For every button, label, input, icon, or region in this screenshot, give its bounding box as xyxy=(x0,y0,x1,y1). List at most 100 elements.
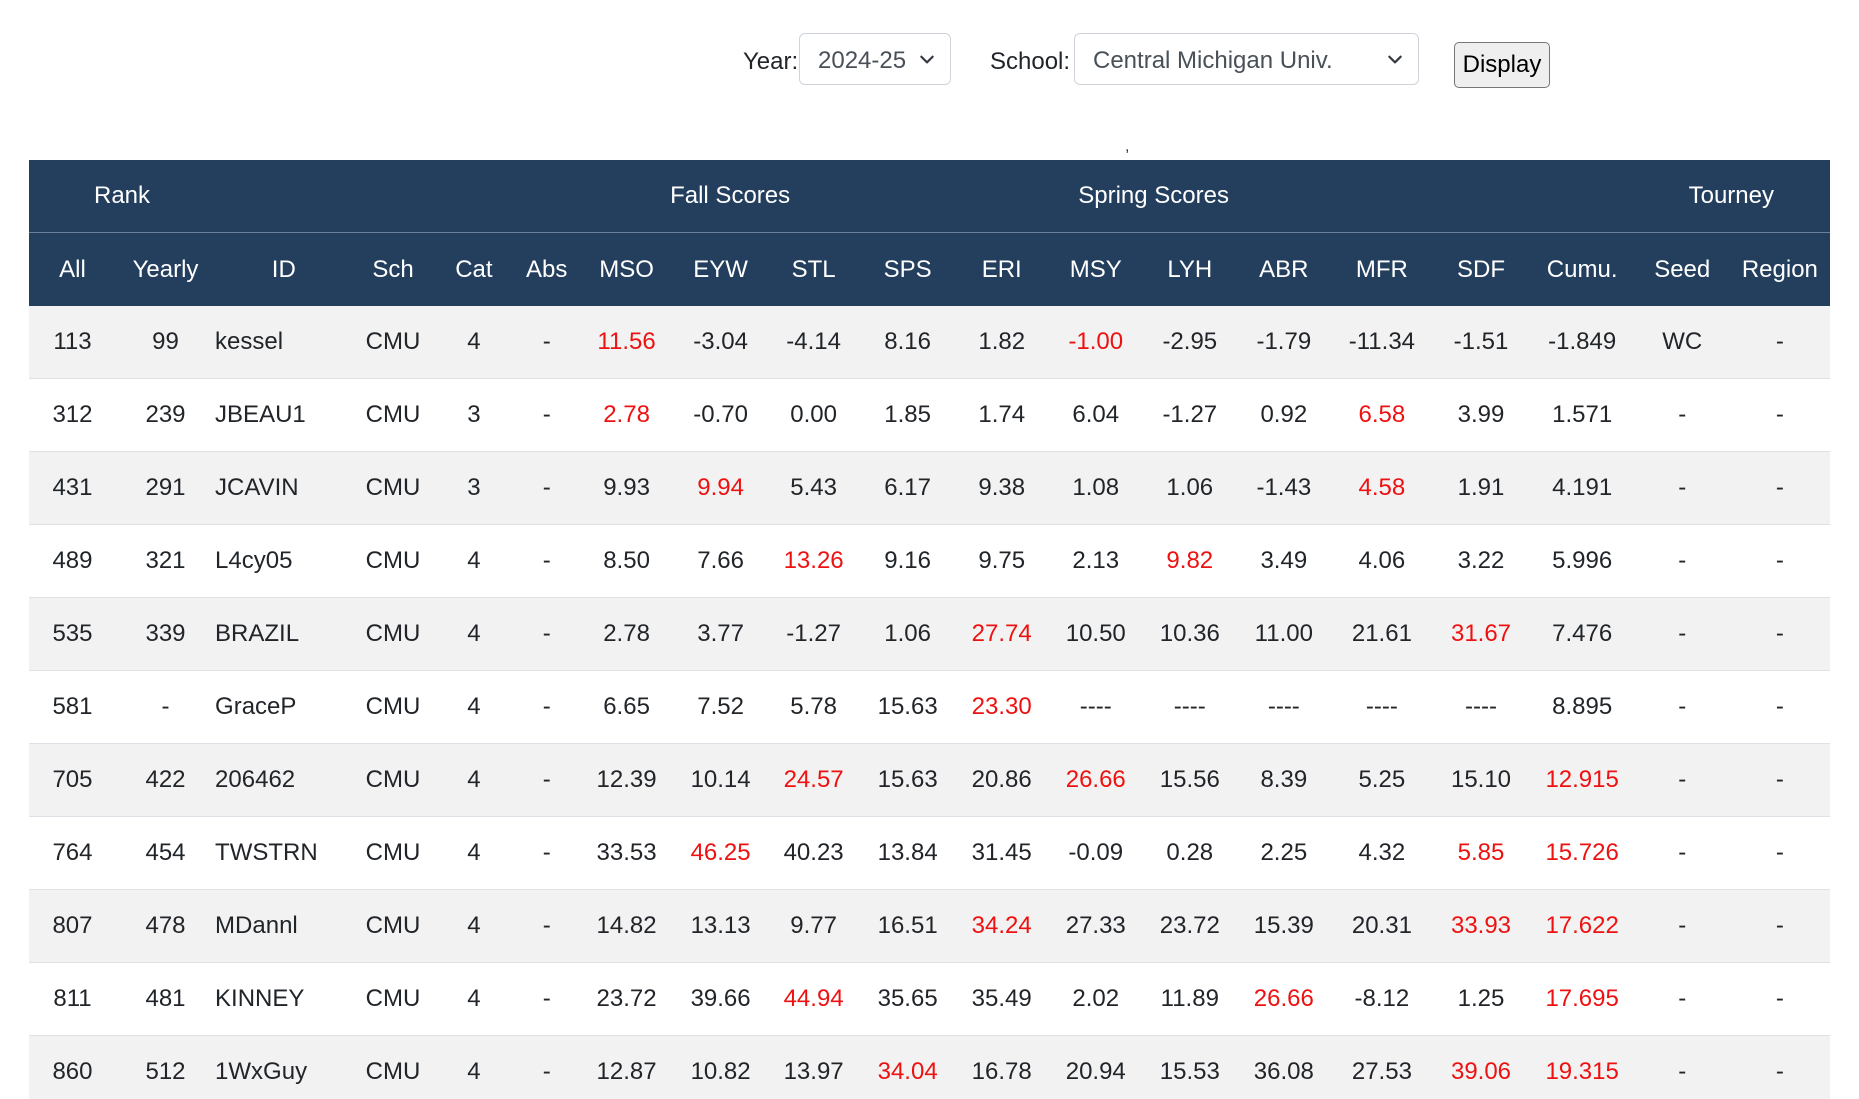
table-cell-msy: -1.00 xyxy=(1048,306,1144,379)
table-cell-sdf: 5.85 xyxy=(1432,816,1530,890)
table-cell-id: JBEAU1 xyxy=(215,378,353,452)
table-cell-cat: 4 xyxy=(433,306,515,379)
display-button[interactable]: Display xyxy=(1454,42,1550,88)
table-cell-eyw: -0.70 xyxy=(674,378,768,452)
year-select[interactable]: 2024-25 xyxy=(799,33,951,85)
table-cell-lyh: -2.95 xyxy=(1143,306,1237,379)
table-cell-eri: 9.38 xyxy=(955,451,1049,525)
table-cell-id: KINNEY xyxy=(215,962,353,1036)
table-cell-abr: 15.39 xyxy=(1236,889,1332,963)
table-cell-stl: 0.00 xyxy=(767,378,861,452)
table-row: 535 339 BRAZIL CMU 4-2.78 3.77 -1.27 1.06 27.74 1… xyxy=(29,597,1830,671)
table-cell-eri: 16.78 xyxy=(955,1035,1049,1099)
table-cell-lyh: 15.56 xyxy=(1143,743,1237,817)
column-header-abs: Abs xyxy=(514,232,580,306)
scores-table-container: Rank Fall Scores Spring Scores Tourney A… xyxy=(29,160,1830,1099)
table-cell-mfr: 4.32 xyxy=(1331,816,1433,890)
table-cell-abr: ---- xyxy=(1236,670,1332,744)
table-cell-sps: 1.85 xyxy=(860,378,956,452)
table-cell-cumu: 1.571 xyxy=(1529,378,1635,452)
table-cell-sps: 34.04 xyxy=(860,1035,956,1099)
column-header-yearly: Yearly xyxy=(115,232,216,306)
table-cell-seed: - xyxy=(1634,962,1730,1036)
table-cell-region: - xyxy=(1729,524,1830,598)
table-cell-lyh: 0.28 xyxy=(1143,816,1237,890)
table-cell-stl: 13.26 xyxy=(767,524,861,598)
column-header-sdf: SDF xyxy=(1432,232,1530,306)
table-cell-abr: 36.08 xyxy=(1236,1035,1332,1099)
table-cell-sch: CMU xyxy=(352,743,434,817)
table-cell-all: 113 xyxy=(29,306,116,379)
table-cell-mso: 8.50 xyxy=(579,524,675,598)
table-cell-all: 705 xyxy=(29,743,116,817)
table-cell-abs: - xyxy=(514,378,580,452)
table-cell-lyh: 23.72 xyxy=(1143,889,1237,963)
column-header-msy: MSY xyxy=(1048,232,1144,306)
school-select[interactable]: Central Michigan Univ. xyxy=(1074,33,1419,85)
group-header-rank: Rank xyxy=(29,160,216,233)
table-cell-cat: 4 xyxy=(433,743,515,817)
table-cell-region: - xyxy=(1729,962,1830,1036)
year-label: Year: xyxy=(743,48,799,75)
table-cell-eyw: 10.82 xyxy=(674,1035,768,1099)
column-header-mso: MSO xyxy=(579,232,675,306)
table-cell-sps: 9.16 xyxy=(860,524,956,598)
table-cell-mfr: 4.58 xyxy=(1331,451,1433,525)
table-cell-cat: 3 xyxy=(433,378,515,452)
table-cell-abr: 2.25 xyxy=(1236,816,1332,890)
table-cell-eyw: 10.14 xyxy=(674,743,768,817)
table-cell-abs: - xyxy=(514,451,580,525)
column-header-seed: Seed xyxy=(1634,232,1730,306)
table-cell-all: 860 xyxy=(29,1035,116,1099)
table-cell-region: - xyxy=(1729,670,1830,744)
table-cell-yearly: 512 xyxy=(115,1035,216,1099)
table-cell-sps: 1.06 xyxy=(860,597,956,671)
table-cell-cumu: 8.895 xyxy=(1529,670,1635,744)
scores-table: Rank Fall Scores Spring Scores Tourney A… xyxy=(29,160,1830,1099)
table-cell-seed: - xyxy=(1634,597,1730,671)
table-cell-eyw: 46.25 xyxy=(674,816,768,890)
table-cell-abs: - xyxy=(514,597,580,671)
table-cell-eyw: 9.94 xyxy=(674,451,768,525)
table-cell-eri: 1.74 xyxy=(955,378,1049,452)
column-header-sps: SPS xyxy=(860,232,956,306)
table-cell-sdf: 39.06 xyxy=(1432,1035,1530,1099)
table-cell-yearly: 321 xyxy=(115,524,216,598)
table-cell-msy: 1.08 xyxy=(1048,451,1144,525)
table-cell-mfr: 4.06 xyxy=(1331,524,1433,598)
table-cell-cat: 4 xyxy=(433,1035,515,1099)
filter-controls: Year: 2024-25 School: Central Michigan U… xyxy=(0,30,1859,90)
table-cell-mso: 2.78 xyxy=(579,597,675,671)
table-cell-seed: - xyxy=(1634,451,1730,525)
column-header-eyw: EYW xyxy=(674,232,768,306)
column-header-stl: STL xyxy=(767,232,861,306)
table-cell-lyh: 9.82 xyxy=(1143,524,1237,598)
table-cell-cumu: 12.915 xyxy=(1529,743,1635,817)
table-cell-stl: 9.77 xyxy=(767,889,861,963)
table-cell-sps: 15.63 xyxy=(860,670,956,744)
table-cell-region: - xyxy=(1729,1035,1830,1099)
table-row: 811 481 KINNEY CMU 4-23.72 39.66 44.94 35.65 35.… xyxy=(29,962,1830,1036)
table-cell-msy: 2.13 xyxy=(1048,524,1144,598)
table-cell-abr: 3.49 xyxy=(1236,524,1332,598)
table-cell-lyh: 15.53 xyxy=(1143,1035,1237,1099)
table-cell-sch: CMU xyxy=(352,378,434,452)
table-cell-mso: 2.78 xyxy=(579,378,675,452)
table-cell-cat: 4 xyxy=(433,889,515,963)
table-cell-msy: 10.50 xyxy=(1048,597,1144,671)
table-cell-yearly: 478 xyxy=(115,889,216,963)
table-cell-mso: 14.82 xyxy=(579,889,675,963)
table-cell-eri: 20.86 xyxy=(955,743,1049,817)
stray-mark: , xyxy=(1125,138,1130,155)
table-cell-sdf: 1.91 xyxy=(1432,451,1530,525)
table-cell-eri: 9.75 xyxy=(955,524,1049,598)
table-cell-yearly: 454 xyxy=(115,816,216,890)
table-cell-sdf: 3.22 xyxy=(1432,524,1530,598)
column-header-id: ID xyxy=(215,232,353,306)
table-cell-sch: CMU xyxy=(352,597,434,671)
table-cell-seed: - xyxy=(1634,1035,1730,1099)
table-cell-msy: ---- xyxy=(1048,670,1144,744)
table-cell-yearly: 99 xyxy=(115,306,216,379)
table-cell-cat: 4 xyxy=(433,962,515,1036)
chevron-down-icon xyxy=(920,55,934,64)
